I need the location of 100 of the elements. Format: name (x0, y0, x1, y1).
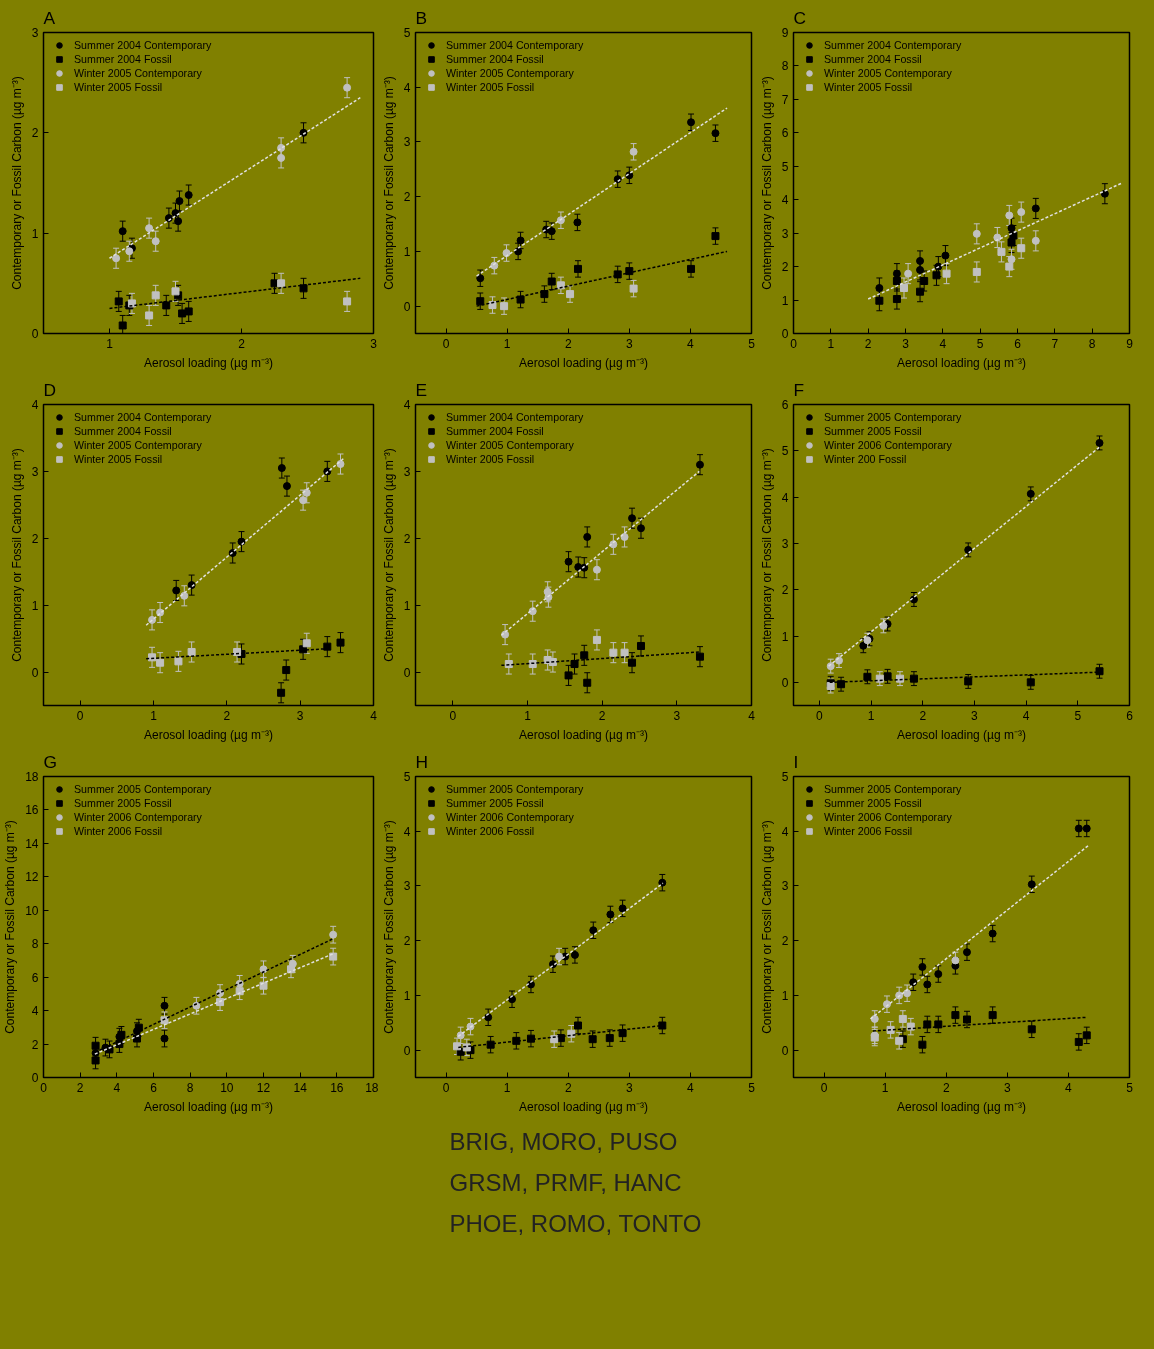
x-tick-label: 4 (1022, 708, 1030, 723)
legend-label: Summer 2004 Fossil (74, 424, 172, 438)
legend-label: Winter 2006 Contemporary (824, 438, 952, 452)
x-tick-label: 3 (1003, 1080, 1011, 1095)
x-tick-label: 5 (976, 336, 984, 351)
y-tick-label: 1 (403, 988, 411, 1003)
y-tick-label: 1 (781, 629, 789, 644)
legend-label: Summer 2004 Contemporary (446, 410, 584, 424)
x-tick-label: 2 (76, 1080, 84, 1095)
legend-label: Winter 2006 Fossil (74, 824, 163, 838)
x-tick-label: 4 (370, 708, 378, 723)
chart-title: I (793, 751, 799, 772)
text: PHOE, ROMO, TONTO (449, 1209, 702, 1237)
x-tick-label: 2 (564, 1080, 572, 1095)
chart-title: A (43, 7, 56, 28)
y-tick-label: 7 (781, 92, 789, 107)
x-tick-label: 2 (564, 336, 572, 351)
x-tick-label: 7 (1051, 336, 1059, 351)
x-axis-title: Aerosol loading (µg m⁻³) (144, 727, 273, 742)
x-tick-label: 2 (942, 1080, 950, 1095)
x-tick-label: 3 (370, 336, 378, 351)
y-tick-label: 16 (25, 803, 39, 818)
legend-label: Winter 2005 Contemporary (446, 438, 574, 452)
legend-label: Winter 200 Fossil (824, 452, 907, 466)
y-tick-label: 6 (31, 970, 39, 985)
y-tick-label: 0 (781, 327, 789, 341)
chart-title: E (415, 379, 428, 400)
legend-label: Winter 2005 Fossil (824, 80, 913, 94)
x-tick-label: 6 (150, 1080, 158, 1095)
y-tick-label: 2 (403, 934, 411, 949)
y-tick-label: 6 (781, 126, 789, 141)
x-tick-label: 3 (673, 708, 681, 723)
y-tick-label: 4 (31, 1004, 39, 1019)
legend-label: Winter 2006 Fossil (446, 824, 535, 838)
y-tick-label: 3 (31, 26, 39, 40)
y-tick-label: 3 (781, 226, 789, 241)
y-tick-label: 0 (31, 327, 39, 341)
x-tick-label: 18 (365, 1080, 379, 1095)
text: GRSM, PRMF, HANC (449, 1169, 682, 1196)
x-tick-label: 2 (238, 336, 246, 351)
y-axis-title: Contemporary or Fossil Carbon (µg m⁻³) (381, 820, 396, 1034)
y-axis-title: Contemporary or Fossil Carbon (µg m⁻³) (759, 76, 774, 290)
y-tick-label: 5 (781, 159, 789, 174)
x-tick-label: 10 (220, 1080, 234, 1095)
x-tick-label: 8 (186, 1080, 194, 1095)
x-tick-label: 6 (1014, 336, 1022, 351)
y-axis-title: Contemporary or Fossil Carbon (µg m⁻³) (9, 76, 24, 290)
x-tick-label: 3 (625, 336, 633, 351)
y-tick-label: 0 (403, 299, 411, 314)
x-tick-label: 1 (827, 336, 835, 351)
x-tick-label: 5 (748, 1080, 756, 1095)
x-tick-label: 4 (687, 1080, 695, 1095)
y-tick-label: 2 (31, 531, 39, 546)
x-tick-label: 5 (748, 336, 756, 351)
y-tick-label: 2 (781, 934, 789, 949)
legend-label: Winter 2005 Fossil (446, 80, 535, 94)
y-tick-label: 1 (781, 293, 789, 308)
y-tick-label: 5 (403, 770, 411, 784)
y-tick-label: 0 (781, 675, 789, 690)
x-axis-title: Aerosol loading (µg m⁻³) (519, 1099, 648, 1114)
y-tick-label: 4 (31, 398, 39, 412)
x-tick-label: 4 (748, 708, 756, 723)
y-tick-label: 0 (403, 1043, 411, 1058)
legend-label: Winter 2005 Fossil (74, 452, 163, 466)
legend-label: Winter 2006 Contemporary (74, 810, 202, 824)
x-tick-label: 0 (442, 1080, 450, 1095)
x-axis-title: Aerosol loading (µg m⁻³) (519, 727, 648, 742)
x-tick-label: 1 (524, 708, 532, 723)
legend-label: Winter 2005 Contemporary (446, 66, 574, 80)
legend-label: Summer 2005 Contemporary (446, 782, 584, 796)
x-tick-label: 14 (293, 1080, 308, 1095)
legend-label: Winter 2005 Fossil (446, 452, 535, 466)
legend-label: Summer 2004 Fossil (446, 52, 544, 66)
legend-label: Winter 2006 Contemporary (824, 810, 952, 824)
x-tick-label: 4 (1065, 1080, 1073, 1095)
x-tick-label: 0 (816, 708, 824, 723)
legend-label: Summer 2005 Contemporary (824, 782, 962, 796)
y-tick-label: 5 (781, 770, 789, 784)
legend-label: Summer 2005 Contemporary (824, 410, 962, 424)
x-tick-label: 4 (687, 336, 695, 351)
x-axis-title: Aerosol loading (µg m⁻³) (897, 1099, 1026, 1114)
chart-title: G (43, 751, 57, 772)
x-tick-label: 9 (1126, 336, 1134, 351)
y-tick-label: 2 (781, 583, 789, 598)
y-tick-label: 9 (781, 26, 789, 40)
y-axis-title: Contemporary or Fossil Carbon (µg m⁻³) (381, 448, 396, 662)
x-axis-title: Aerosol loading (µg m⁻³) (897, 355, 1026, 370)
y-tick-label: 3 (403, 464, 411, 479)
y-axis-title: Contemporary or Fossil Carbon (µg m⁻³) (759, 820, 774, 1034)
legend-label: Summer 2004 Fossil (446, 424, 544, 438)
legend-label: Winter 2005 Contemporary (824, 66, 952, 80)
x-tick-label: 0 (76, 708, 84, 723)
legend-label: Summer 2005 Fossil (446, 796, 544, 810)
x-tick-label: 16 (330, 1080, 344, 1095)
chart-title: D (43, 379, 57, 400)
x-tick-label: 3 (971, 708, 979, 723)
legend-label: Winter 2005 Contemporary (74, 438, 202, 452)
y-tick-label: 18 (25, 770, 39, 784)
y-axis-title: Contemporary or Fossil Carbon (µg m⁻³) (9, 448, 24, 662)
legend-label: Summer 2004 Contemporary (446, 38, 584, 52)
